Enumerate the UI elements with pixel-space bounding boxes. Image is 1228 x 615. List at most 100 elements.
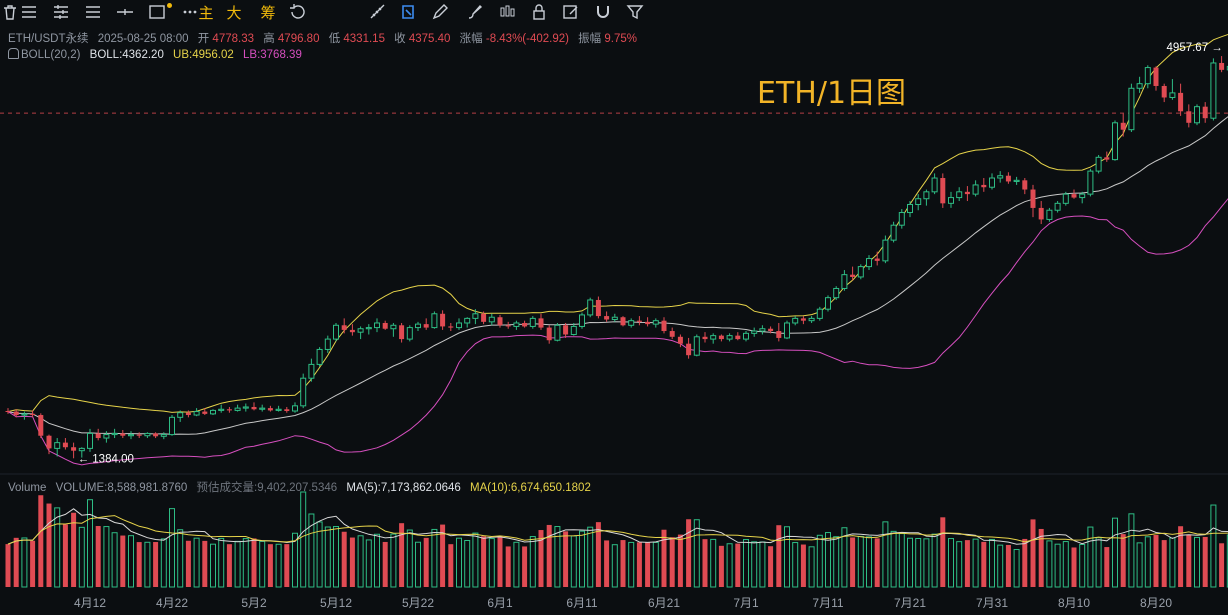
low-value: 4331.15 [343,33,385,45]
volume-bar [316,521,323,588]
boll-header: BOLL(20,2) BOLL:4362.20 UB:4956.02 LB:37… [8,48,302,61]
volume-bar [726,543,733,588]
notification-dot [167,3,172,8]
volume-value: 8,588,981.8760 [107,482,188,494]
trash-icon[interactable] [0,2,20,22]
toolbar-button-8[interactable]: 筹 [258,2,278,22]
candle-body [628,320,635,326]
more-icon[interactable] [180,2,200,22]
candles-icon[interactable] [497,2,517,22]
candle-body [488,316,495,323]
symbol-label[interactable]: ETH/USDT永续 [8,33,89,45]
volume-bar [1120,534,1126,587]
cursor-icon[interactable] [398,2,418,22]
rectangle-icon[interactable] [147,2,167,22]
edit-icon[interactable] [561,2,581,22]
volume-bar [341,531,347,587]
volume-bar [218,537,225,588]
candle-body [1062,193,1069,204]
candle-body [308,363,315,379]
volume-bar [1144,536,1151,588]
candle-body [611,316,618,321]
brush-icon[interactable] [465,2,485,22]
volume-bar [1112,517,1118,588]
volume-bar [825,532,831,588]
horizontal-line-icon[interactable] [115,2,135,22]
volume-label: VOLUME: [55,482,108,494]
volume-bar [1030,519,1036,587]
candle-body [816,308,823,319]
volume-bar [448,544,454,587]
candle-body [46,435,52,449]
volume-bar [1186,534,1192,587]
volume-bar [948,538,954,588]
volume-bar [505,546,511,587]
toolbar-button-7[interactable]: 大 [224,2,244,22]
volume-name[interactable]: Volume [8,482,47,494]
x-tick-label: 8月10 [1057,596,1091,610]
volume-bar [604,540,610,587]
candle-body [792,317,799,324]
volume-bar [374,533,380,588]
volume-bar [776,525,782,587]
volume-bar [816,534,823,588]
menu-icon[interactable] [19,2,39,22]
volume-bar [144,541,151,588]
toolbar-button-6[interactable]: 主 [196,2,216,22]
boll-lb-label: LB: [243,49,261,61]
candle-body [390,324,397,330]
candle-body [275,408,282,411]
datetime-label: 2025-08-25 08:00 [97,33,189,45]
volume-bar [1169,537,1176,588]
volume-bar [554,526,561,588]
candle-body [718,335,724,340]
candle-body [95,433,101,439]
candle-body [677,336,683,344]
volume-bar [1202,536,1208,587]
bell-icon[interactable] [8,48,19,59]
candle-body [78,447,85,452]
candle-body [693,336,700,356]
candle-body [726,335,733,340]
volume-bar [792,542,799,588]
candle-body [128,434,134,437]
replay-icon[interactable] [288,2,308,22]
volume-bar [915,538,922,588]
candle-body [13,411,19,416]
ruler-icon[interactable] [368,2,388,22]
volume-bar [611,544,618,588]
candle-body [218,408,225,411]
candle-body [636,320,642,322]
lock-icon[interactable] [529,2,549,22]
candle-body [710,335,717,340]
pencil-icon[interactable] [430,2,450,22]
magnet-icon[interactable] [593,2,613,22]
volume-bar [735,543,741,587]
volume-bar [743,539,749,588]
indicator-lines-icon[interactable] [51,2,71,22]
x-tick-label: 5月12 [319,596,353,610]
list-icon[interactable] [83,2,103,22]
candle-body [1030,189,1036,208]
candle-body [497,317,503,326]
candle-body [316,348,323,365]
candle-body [595,299,601,317]
volume-bar [472,532,479,588]
volume-header: Volume VOLUME:8,588,981.8760 预估成交量:9,402… [8,479,591,495]
x-tick-label: 7月1 [733,596,759,610]
candle-body [440,313,446,327]
amplitude-value: 9.75% [604,33,637,45]
volume-bar [78,526,85,588]
volume-bar [234,540,241,588]
volume-bar [718,545,724,587]
filter-icon[interactable] [625,2,645,22]
volume-bar [193,537,200,588]
candle-body [259,407,266,410]
boll-name[interactable]: BOLL(20,2) [21,49,81,61]
volume-bar [399,523,405,587]
candle-body [981,184,987,188]
candle-body [997,175,1004,179]
boll-ub-value: 4956.02 [192,49,234,61]
candle-body [1219,62,1225,70]
